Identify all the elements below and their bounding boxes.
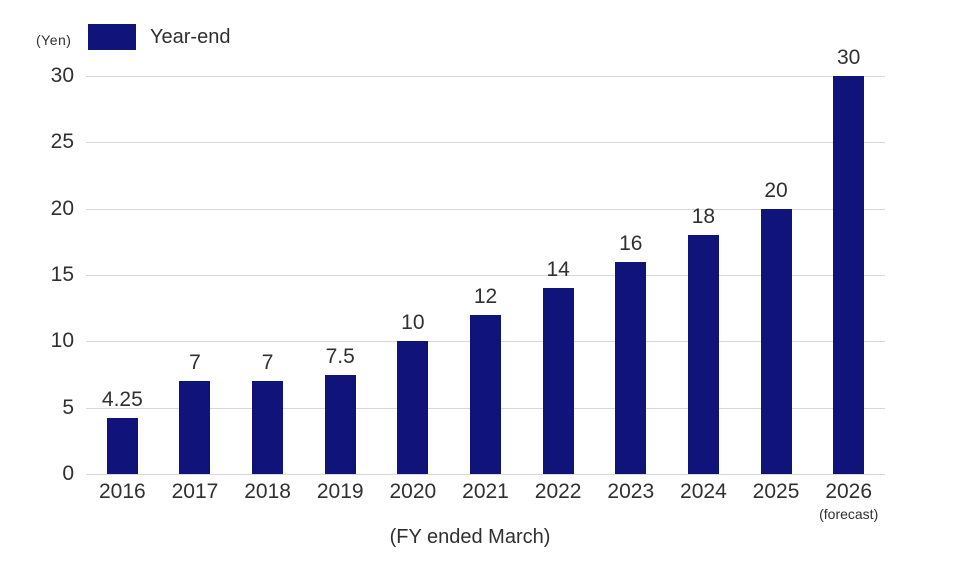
- y-tick-label-10: 10: [50, 329, 74, 353]
- bar-value-label-2019: 7.5: [325, 344, 355, 368]
- bar-2026: [833, 76, 865, 474]
- bar-value-label-2021: 12: [473, 284, 498, 308]
- x-tick-label-2025: 2025: [752, 480, 800, 503]
- x-tick-label-2023: 2023: [607, 480, 655, 503]
- y-tick-label-5: 5: [62, 395, 74, 419]
- bar-value-label-2024: 18: [691, 205, 716, 229]
- bar-value-label-2017: 7: [189, 351, 201, 375]
- bar-value-label-2023: 16: [619, 231, 643, 255]
- bar-2016: [106, 417, 138, 474]
- y-tick-label-30: 30: [50, 64, 74, 87]
- legend: Year-end: [88, 24, 230, 50]
- bar-2017: [179, 381, 211, 474]
- legend-label: Year-end: [150, 25, 231, 48]
- x-tick-label-2022: 2022: [534, 480, 582, 503]
- bar-2018: [252, 381, 284, 474]
- gridline-0: [86, 474, 885, 475]
- bar-2019: [324, 374, 356, 474]
- x-tick-label-2018: 2018: [244, 480, 291, 503]
- x-tick-label-2024: 2024: [680, 480, 727, 503]
- bar-value-label-2026: 30: [836, 46, 861, 69]
- x-tick-label-2019: 2019: [316, 480, 364, 503]
- bar-value-label-2025: 20: [764, 178, 788, 202]
- x-tick-label-2016: 2016: [98, 480, 146, 503]
- gridline-15: [86, 275, 885, 276]
- bar-value-label-2022: 14: [546, 258, 570, 282]
- plot-area: 4.25 2016 7 2017 7 2018 7.5 2019 10 2020 12 2021 14 2…: [86, 46, 885, 522]
- legend-swatch-year-end: [88, 24, 136, 50]
- gridline-30: [86, 76, 885, 77]
- forecast-note: (forecast): [819, 506, 879, 522]
- y-tick-label-15: 15: [50, 263, 74, 286]
- y-axis-unit-label: (Yen): [36, 32, 72, 48]
- y-tick-label-20: 20: [50, 196, 74, 220]
- bar-2023: [615, 261, 647, 474]
- bar-2025: [760, 208, 792, 474]
- x-tick-label-2021: 2021: [462, 480, 509, 503]
- gridline-20: [86, 208, 885, 210]
- x-tick-label-2017: 2017: [171, 480, 219, 503]
- x-axis-title: (FY ended March): [389, 526, 551, 548]
- y-tick-label-25: 25: [50, 130, 74, 154]
- bar-value-label-2018: 7: [261, 351, 274, 375]
- bar-2020: [397, 341, 429, 474]
- bar-2021: [470, 314, 501, 474]
- bar-value-label-2016: 4.25: [101, 387, 143, 411]
- bar-2022: [542, 288, 574, 474]
- y-axis-tick-labels: 0 5 10 15 20 25 30: [0, 64, 74, 485]
- gridline-25: [86, 142, 885, 144]
- x-tick-label-2026: 2026: [825, 480, 873, 503]
- x-tick-label-2020: 2020: [389, 480, 437, 503]
- y-tick-label-0: 0: [62, 462, 74, 485]
- bar-value-label-2020: 10: [401, 311, 425, 335]
- bar-2024: [687, 235, 719, 474]
